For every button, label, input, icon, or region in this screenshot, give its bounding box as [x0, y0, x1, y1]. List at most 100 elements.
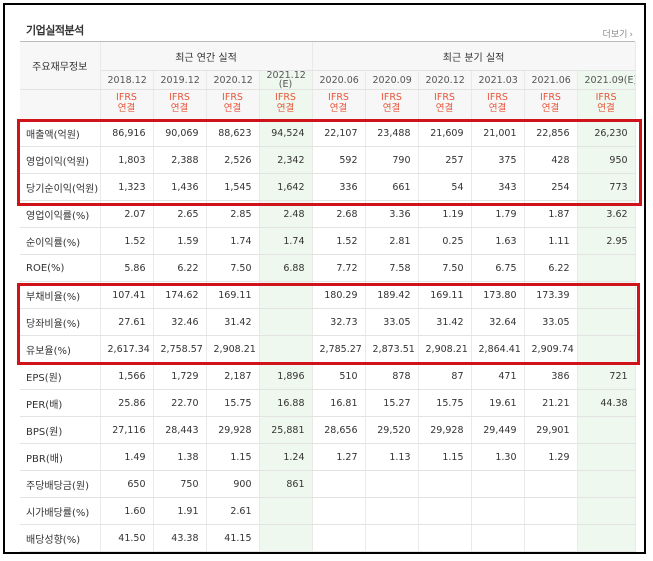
- period-header: 2019.12: [153, 70, 207, 90]
- table-cell: [259, 281, 313, 309]
- row-label: 유보율(%): [20, 335, 101, 363]
- table-row: BPS(원) 27,116 28,443 29,928 25,881 28,656 29,5…: [20, 416, 636, 444]
- table-cell: 16.81: [312, 389, 366, 417]
- table-cell: [524, 524, 578, 552]
- table-cell: 428: [524, 146, 578, 174]
- table-cell: [365, 497, 419, 525]
- table-cell: 1.38: [153, 443, 207, 471]
- table-cell: [471, 524, 525, 552]
- table-cell: 257: [418, 146, 472, 174]
- table-cell: 29,449: [471, 416, 525, 444]
- table-cell: 2.65: [153, 200, 207, 228]
- table-cell: 7.50: [418, 254, 472, 282]
- table-cell: [259, 524, 313, 552]
- period-header: 2021.12 (E): [259, 70, 313, 90]
- table-cell: 180.29: [312, 281, 366, 309]
- row-label: 당좌비율(%): [20, 308, 101, 336]
- row-label: ROE(%): [20, 254, 101, 282]
- table-cell: 27,116: [100, 416, 154, 444]
- table-cell: 169.11: [206, 281, 260, 309]
- table-row: 부채비율(%) 107.41 174.62 169.11 180.29 189.42 169…: [20, 281, 636, 309]
- table-cell: 2.68: [312, 200, 366, 228]
- table-cell: 1,729: [153, 362, 207, 390]
- table-cell: 1,803: [100, 146, 154, 174]
- table-cell: 21,001: [471, 119, 525, 147]
- table-cell: 1.19: [418, 200, 472, 228]
- ifrs-label: IFRS 연결: [206, 89, 260, 120]
- table-cell: 1.63: [471, 227, 525, 255]
- table-cell: [471, 470, 525, 498]
- table-cell: 2.85: [206, 200, 260, 228]
- table-cell: [577, 281, 636, 309]
- ifrs-label: IFRS 연결: [365, 89, 419, 120]
- table-cell: 1,545: [206, 173, 260, 201]
- table-cell: 15.75: [206, 389, 260, 417]
- table-cell: [524, 497, 578, 525]
- table-cell: 1.74: [259, 227, 313, 255]
- table-cell: 1.29: [524, 443, 578, 471]
- table-cell: [577, 254, 636, 282]
- row-label: 영업이익(억원): [20, 146, 101, 174]
- period-header: 2020.12: [418, 70, 472, 90]
- table-cell: [577, 470, 636, 498]
- table-cell: 750: [153, 470, 207, 498]
- table-cell: 19.61: [471, 389, 525, 417]
- table-cell: 773: [577, 173, 636, 201]
- table-cell: 386: [524, 362, 578, 390]
- ifrs-label: IFRS 연결: [524, 89, 578, 120]
- table-cell: 1.30: [471, 443, 525, 471]
- table-cell: 32.73: [312, 308, 366, 336]
- table-cell: 21,609: [418, 119, 472, 147]
- table-row: 순이익률(%) 1.52 1.59 1.74 1.74 1.52 2.81 0.25 1.63 1…: [20, 227, 636, 255]
- table-body: 매출액(억원) 86,916 90,069 88,623 94,524 22,107 23,…: [20, 119, 636, 552]
- table-cell: 29,928: [206, 416, 260, 444]
- table-row: 매출액(억원) 86,916 90,069 88,623 94,524 22,107 23,…: [20, 119, 636, 147]
- table-cell: 15.75: [418, 389, 472, 417]
- table-cell: 2,758.57: [153, 335, 207, 363]
- table-cell: [365, 470, 419, 498]
- table-cell: [577, 524, 636, 552]
- table-cell: 2.48: [259, 200, 313, 228]
- table-cell: 375: [471, 146, 525, 174]
- table-cell: 21.21: [524, 389, 578, 417]
- table-cell: 41.50: [100, 524, 154, 552]
- row-label: BPS(원): [20, 416, 101, 444]
- table-cell: [312, 524, 366, 552]
- table-cell: 1.52: [312, 227, 366, 255]
- period-header: 2021.06: [524, 70, 578, 90]
- table-cell: 86,916: [100, 119, 154, 147]
- ifrs-label: IFRS 연결: [259, 89, 313, 120]
- table-cell: 44.38: [577, 389, 636, 417]
- row-header-label: 주요재무정보: [20, 42, 101, 90]
- table-cell: 7.72: [312, 254, 366, 282]
- table-cell: 7.58: [365, 254, 419, 282]
- ifrs-label: IFRS 연결: [312, 89, 366, 120]
- more-link[interactable]: 더보기 ›: [603, 27, 633, 40]
- table-cell: 721: [577, 362, 636, 390]
- table-row: PER(배) 25.86 22.70 15.75 16.88 16.81 15.27 15.7…: [20, 389, 636, 417]
- table-cell: [418, 524, 472, 552]
- table-row: 주당배당금(원) 650 750 900 861: [20, 470, 636, 498]
- row-label: 영업이익률(%): [20, 200, 101, 228]
- ifrs-label: IFRS 연결: [471, 89, 525, 120]
- period-header: 2020.09: [365, 70, 419, 90]
- table-cell: 31.42: [206, 308, 260, 336]
- table-cell: 22.70: [153, 389, 207, 417]
- table-cell: 1.74: [206, 227, 260, 255]
- table-row: 영업이익(억원) 1,803 2,388 2,526 2,342 592 790 257 375…: [20, 146, 636, 174]
- section-title: 기업실적분석: [26, 24, 84, 37]
- row-label: 매출액(억원): [20, 119, 101, 147]
- table-cell: 900: [206, 470, 260, 498]
- table-cell: 41.15: [206, 524, 260, 552]
- table-cell: [365, 524, 419, 552]
- table-cell: [577, 335, 636, 363]
- table-cell: 950: [577, 146, 636, 174]
- table-cell: 2.61: [206, 497, 260, 525]
- table-cell: 25,881: [259, 416, 313, 444]
- table-cell: 1,896: [259, 362, 313, 390]
- row-label: 시가배당률(%): [20, 497, 101, 525]
- table-cell: 2,187: [206, 362, 260, 390]
- ifrs-label: IFRS 연결: [577, 89, 636, 120]
- table-row: ROE(%) 5.86 6.22 7.50 6.88 7.72 7.58 7.50 6.75 6.…: [20, 254, 636, 282]
- table-cell: 5.86: [100, 254, 154, 282]
